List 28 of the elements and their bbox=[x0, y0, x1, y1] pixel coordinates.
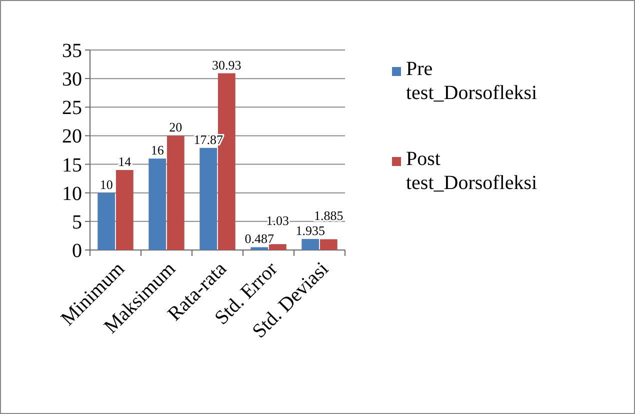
bar bbox=[200, 148, 218, 250]
y-tick-label: 10 bbox=[62, 182, 82, 205]
bar bbox=[116, 170, 134, 250]
data-label: 1.935 bbox=[296, 222, 325, 238]
bar bbox=[268, 244, 286, 250]
bar bbox=[166, 136, 184, 250]
data-label: 1.885 bbox=[314, 208, 344, 223]
data-label: 30.93 bbox=[212, 57, 242, 72]
bar bbox=[320, 239, 338, 250]
bar bbox=[302, 238, 320, 250]
y-tick-label: 5 bbox=[72, 211, 82, 234]
y-tick-label: 20 bbox=[62, 126, 82, 148]
y-tick-label: 0 bbox=[72, 240, 82, 262]
y-tick-label: 35 bbox=[62, 40, 82, 62]
data-label: 0.487 bbox=[244, 231, 274, 246]
bar bbox=[148, 158, 166, 250]
data-label: 1.03 bbox=[266, 213, 290, 228]
legend-label: Post test_Dorsofleksi bbox=[406, 148, 538, 194]
y-tick-label: 15 bbox=[62, 154, 82, 176]
data-label: 20 bbox=[169, 120, 182, 135]
data-label: 14 bbox=[118, 154, 132, 169]
data-label: 16 bbox=[150, 142, 164, 158]
bar bbox=[250, 247, 268, 250]
bar bbox=[98, 192, 116, 250]
data-label: 10 bbox=[100, 176, 113, 192]
y-tick-label: 25 bbox=[62, 97, 82, 120]
y-tick-label: 30 bbox=[62, 68, 82, 91]
legend-label: Pre test_Dorsofleksi bbox=[406, 58, 538, 104]
